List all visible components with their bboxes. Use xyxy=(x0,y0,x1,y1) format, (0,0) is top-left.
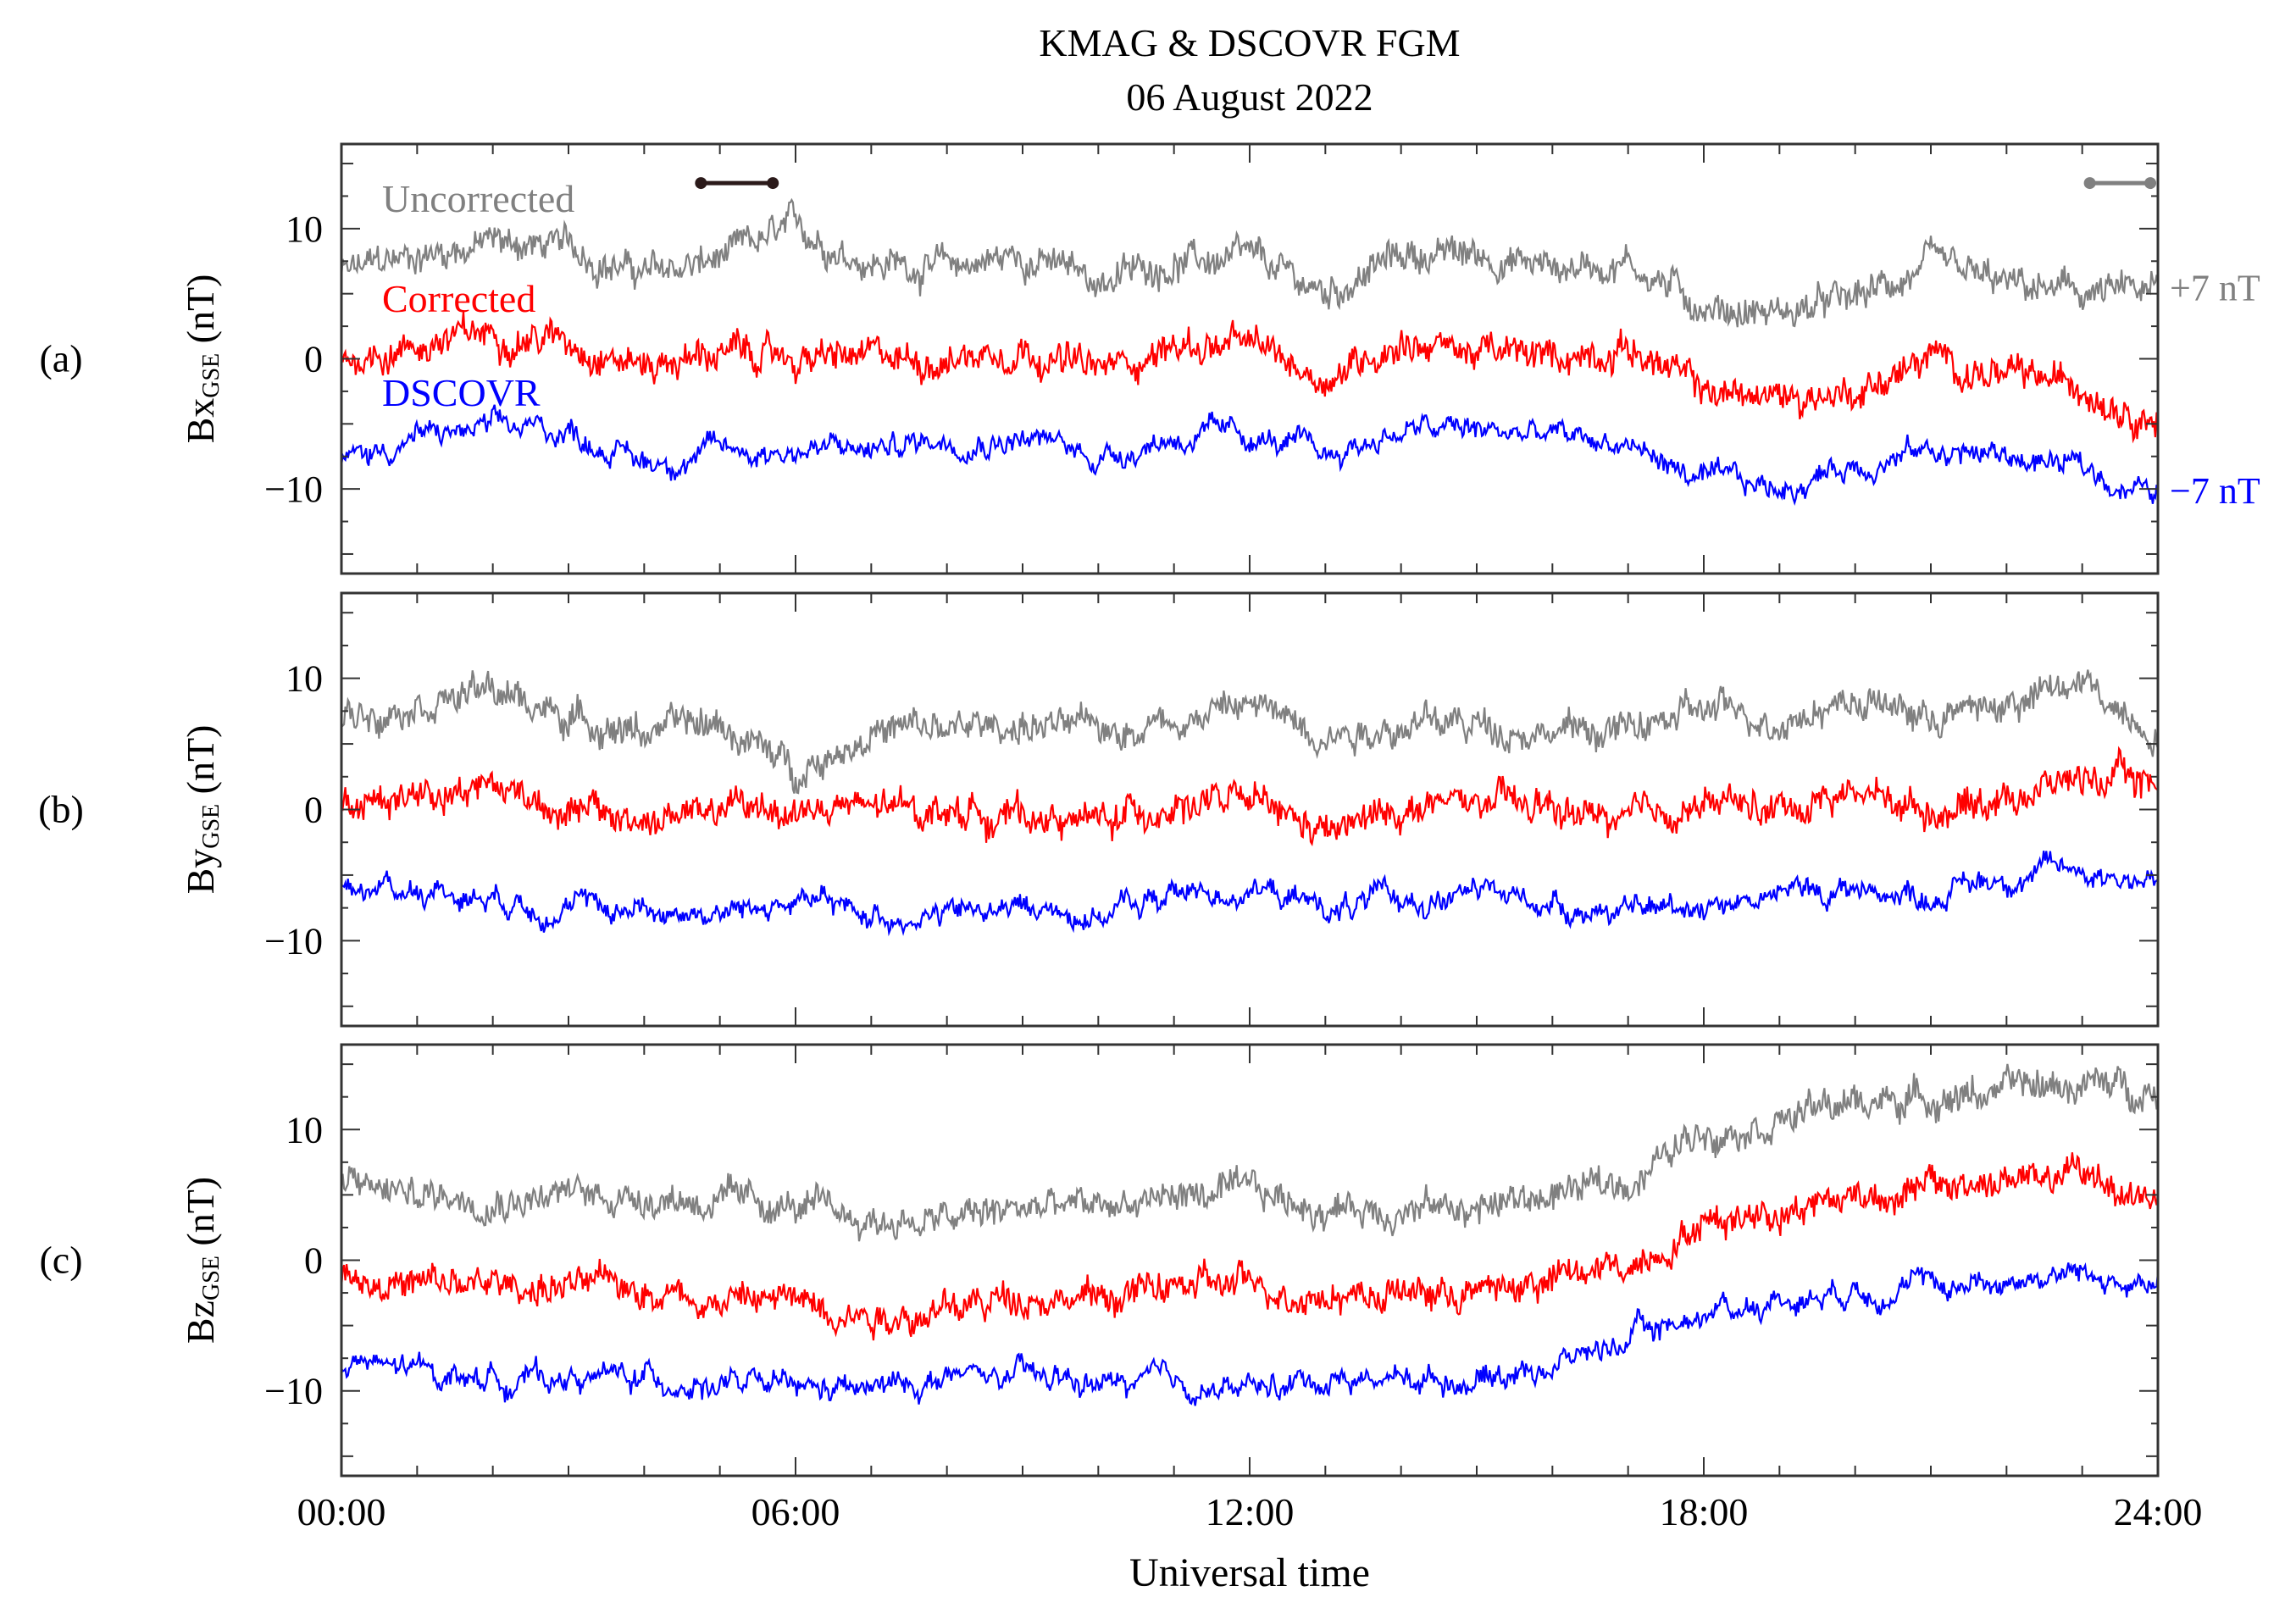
y-axis-label-main: Bx xyxy=(179,398,222,444)
y-axis-label-subscript: GSE xyxy=(198,353,225,398)
interval-bar-start-dot xyxy=(695,177,707,190)
y-tick-label: 10 xyxy=(286,658,323,700)
series-dscovr-line xyxy=(341,1261,2158,1406)
y-axis-label: BzGSE (nT) xyxy=(179,1177,225,1344)
y-tick-label: 0 xyxy=(304,1240,323,1282)
panel-frame xyxy=(340,1043,2160,1478)
panel-label: (b) xyxy=(38,788,84,831)
panel-b: 10 0 −10 (b) ByGSE (nT) xyxy=(38,591,2160,1028)
chart-subtitle: 06 August 2022 xyxy=(1126,75,1373,119)
x-tick-label: 24:00 xyxy=(2114,1490,2203,1533)
legend-dscovr: DSCOVR xyxy=(382,371,541,414)
panel-label: (a) xyxy=(39,337,82,380)
y-axis-label-unit: (nT) xyxy=(179,1177,222,1256)
chart-title: KMAG & DSCOVR FGM xyxy=(1039,21,1460,64)
panel-label: (c) xyxy=(39,1239,82,1282)
y-tick-label: 0 xyxy=(304,790,323,831)
x-tick-label: 18:00 xyxy=(1660,1490,1749,1533)
y-axis-label-subscript: GSE xyxy=(198,804,225,849)
y-axis-label: ByGSE (nT) xyxy=(179,725,225,895)
y-tick-label: 10 xyxy=(286,1109,323,1150)
legend-corrected: Corrected xyxy=(382,277,535,320)
legend-uncorrected: Uncorrected xyxy=(382,177,574,220)
offset-label-plus: +7 nT xyxy=(2170,267,2260,308)
series-group xyxy=(341,197,2158,506)
offset-label-minus: −7 nT xyxy=(2170,470,2260,512)
panel-c: 10 0 −10 (c) BzGSE (nT) xyxy=(39,1043,2160,1478)
panel-a: 10 0 −10 (a) BxGSE (nT) Uncorrected Corrected D… xyxy=(39,142,2260,575)
y-tick-label: −10 xyxy=(264,469,323,510)
x-axis-label: Universal time xyxy=(1129,1550,1370,1595)
series-corrected-line xyxy=(341,746,2158,846)
y-axis-label-unit: (nT) xyxy=(179,274,222,353)
y-axis-label-subscript: GSE xyxy=(198,1256,225,1300)
x-tick-label: 00:00 xyxy=(297,1490,386,1533)
y-axis-label: BxGSE (nT) xyxy=(179,274,225,444)
y-tick-label: 10 xyxy=(286,208,323,250)
series-group xyxy=(341,669,2158,937)
y-tick-label: 0 xyxy=(304,339,323,380)
interval-bar-start-dot xyxy=(2083,177,2096,190)
series-uncorrected-line xyxy=(341,669,2158,795)
series-dscovr-line xyxy=(341,404,2158,506)
x-tick-label: 12:00 xyxy=(1206,1490,1295,1533)
series-dscovr-line xyxy=(341,851,2158,937)
y-tick-label: −10 xyxy=(264,920,323,962)
y-axis-label-unit: (nT) xyxy=(179,725,222,804)
x-tick-label: 06:00 xyxy=(751,1490,840,1533)
series-group xyxy=(341,1063,2158,1406)
interval-bar-end-dot xyxy=(2144,177,2157,190)
y-tick-label: −10 xyxy=(264,1371,323,1412)
interval-bar-end-dot xyxy=(767,177,779,190)
series-corrected-line xyxy=(341,1152,2158,1341)
series-uncorrected-line xyxy=(341,197,2158,328)
y-axis-label-main: By xyxy=(179,849,222,895)
y-axis-label-main: Bz xyxy=(179,1300,222,1344)
series-uncorrected-line xyxy=(341,1063,2158,1242)
panel-frame xyxy=(340,591,2160,1028)
series-corrected-line xyxy=(341,311,2158,444)
